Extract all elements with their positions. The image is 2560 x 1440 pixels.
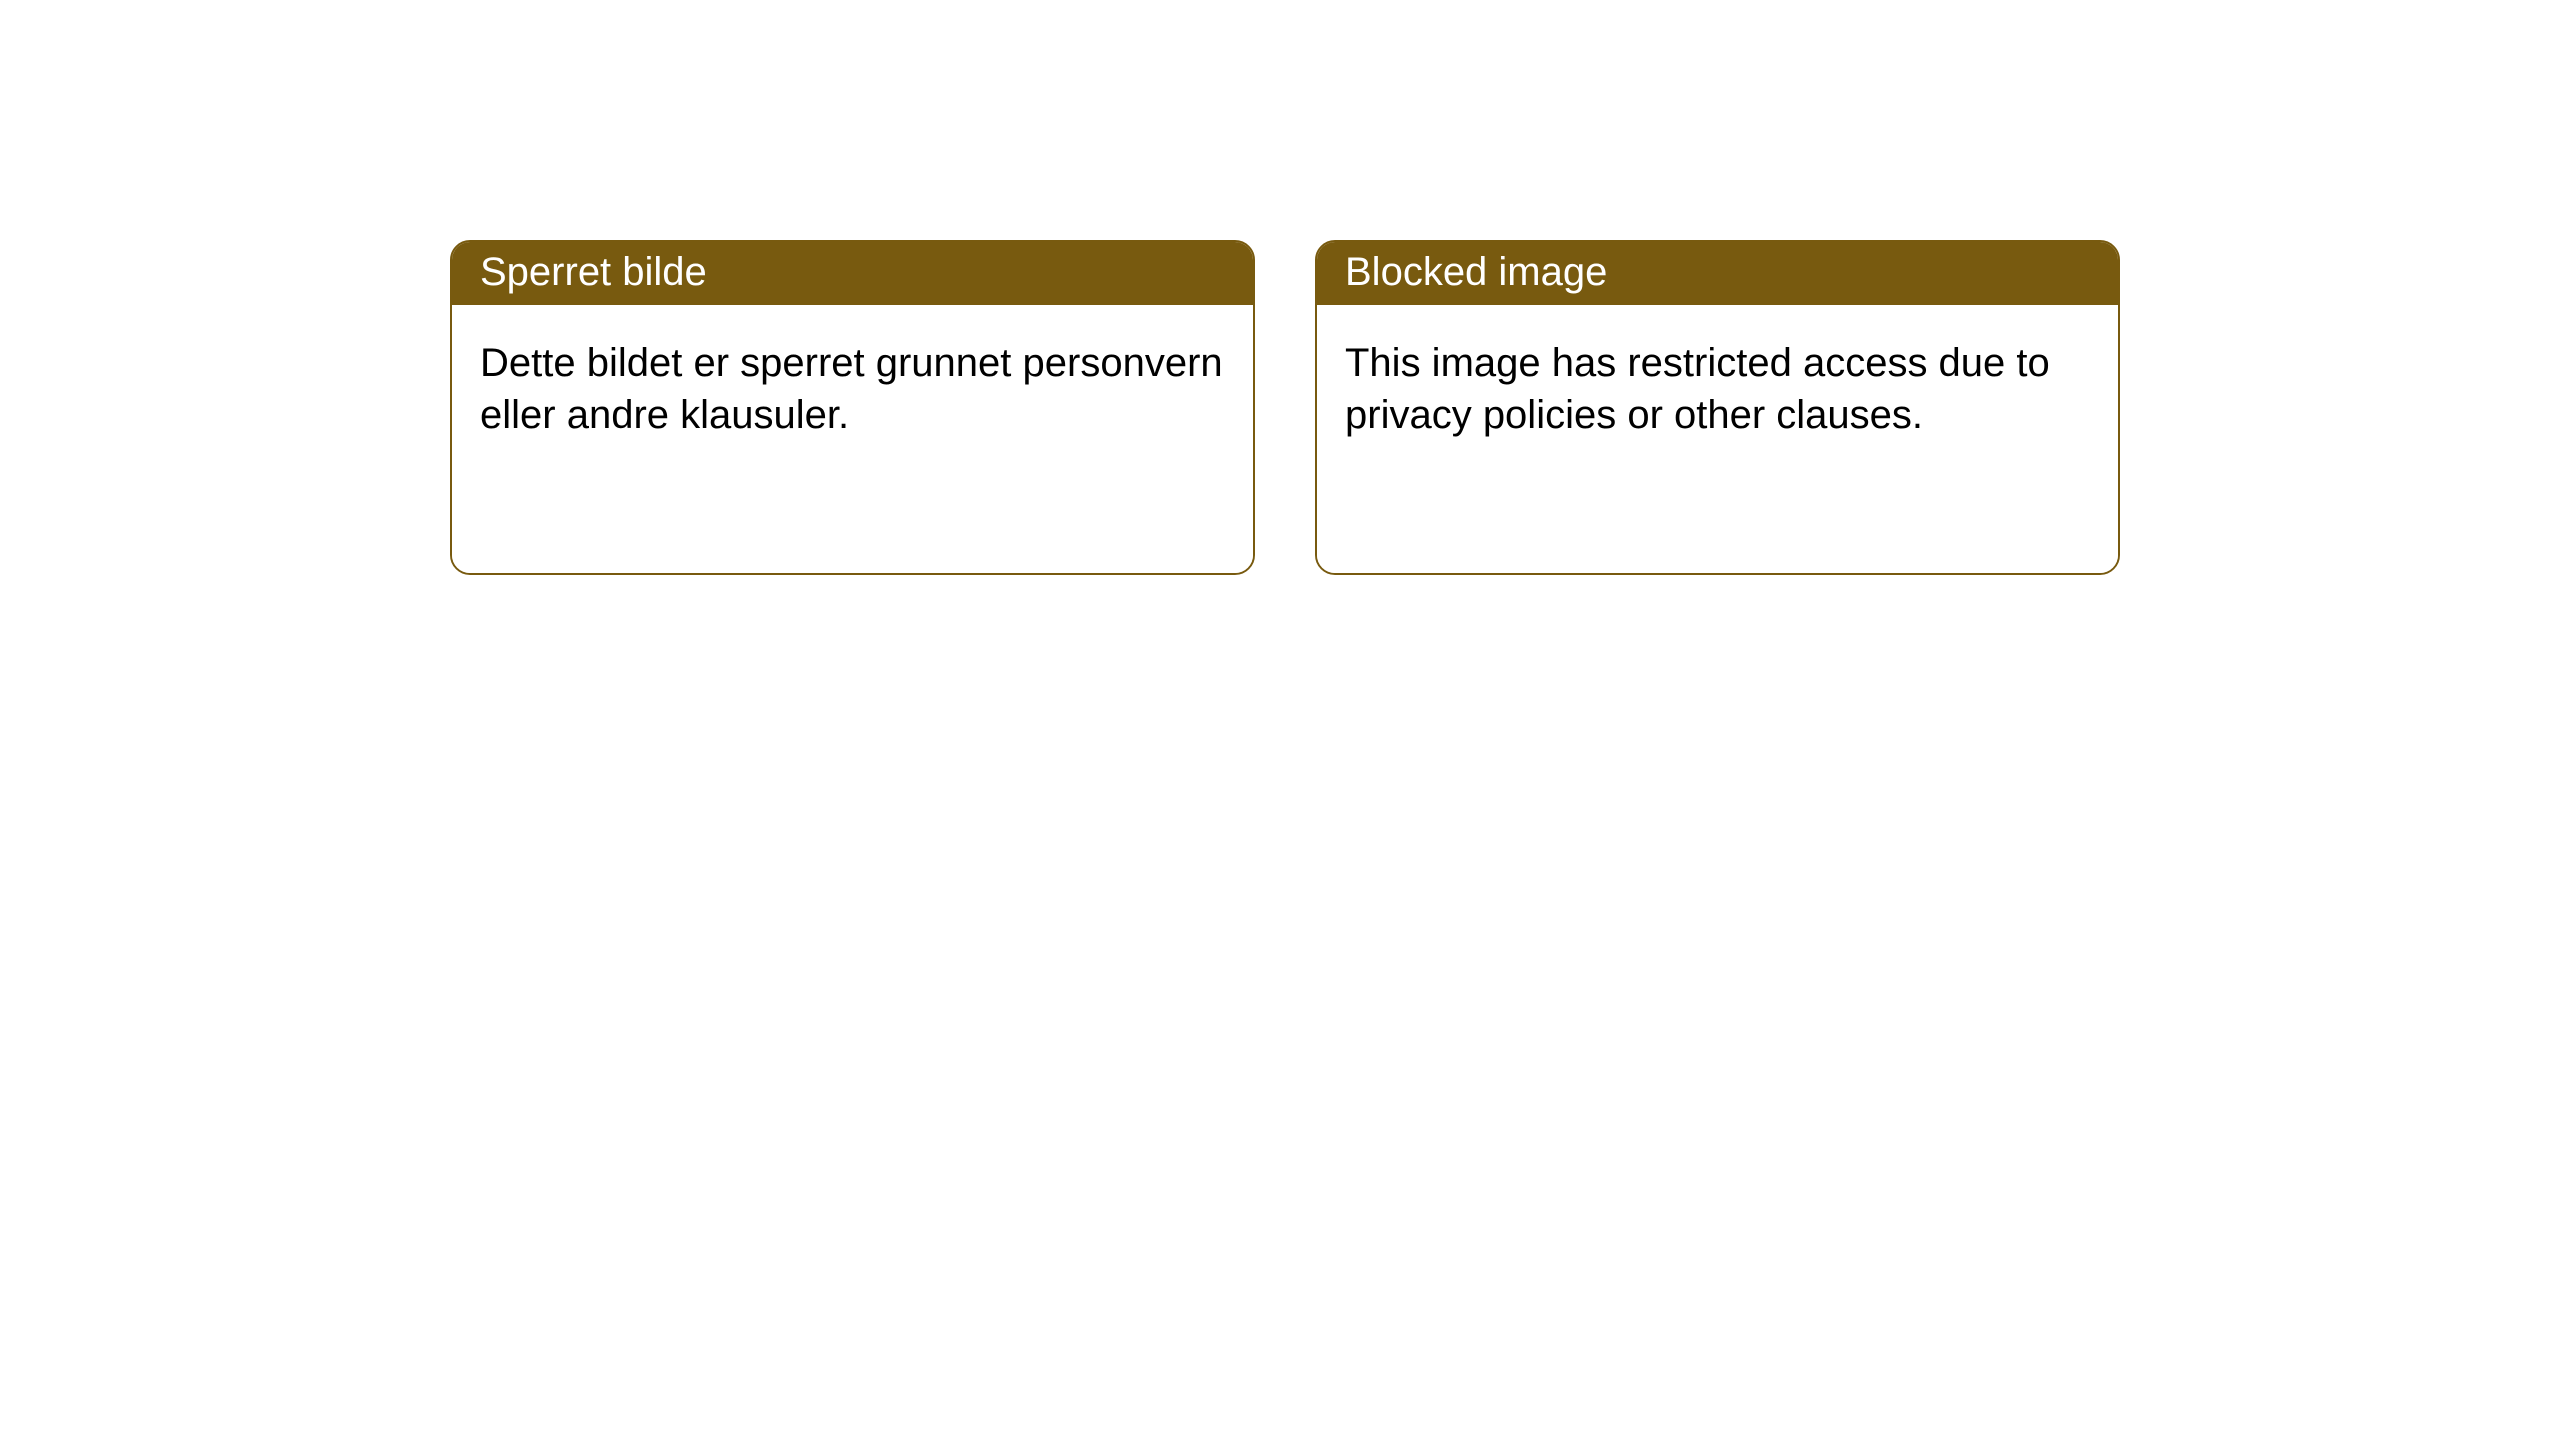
blocked-image-card-no: Sperret bilde Dette bildet er sperret gr… [450,240,1255,575]
card-header: Sperret bilde [452,242,1253,305]
card-body: This image has restricted access due to … [1317,305,2118,573]
card-title: Sperret bilde [480,250,707,294]
card-header: Blocked image [1317,242,2118,305]
card-title: Blocked image [1345,250,1607,294]
blocked-image-card-en: Blocked image This image has restricted … [1315,240,2120,575]
card-body-text: Dette bildet er sperret grunnet personve… [480,341,1223,437]
card-body: Dette bildet er sperret grunnet personve… [452,305,1253,573]
card-body-text: This image has restricted access due to … [1345,341,2050,437]
cards-container: Sperret bilde Dette bildet er sperret gr… [0,0,2560,575]
